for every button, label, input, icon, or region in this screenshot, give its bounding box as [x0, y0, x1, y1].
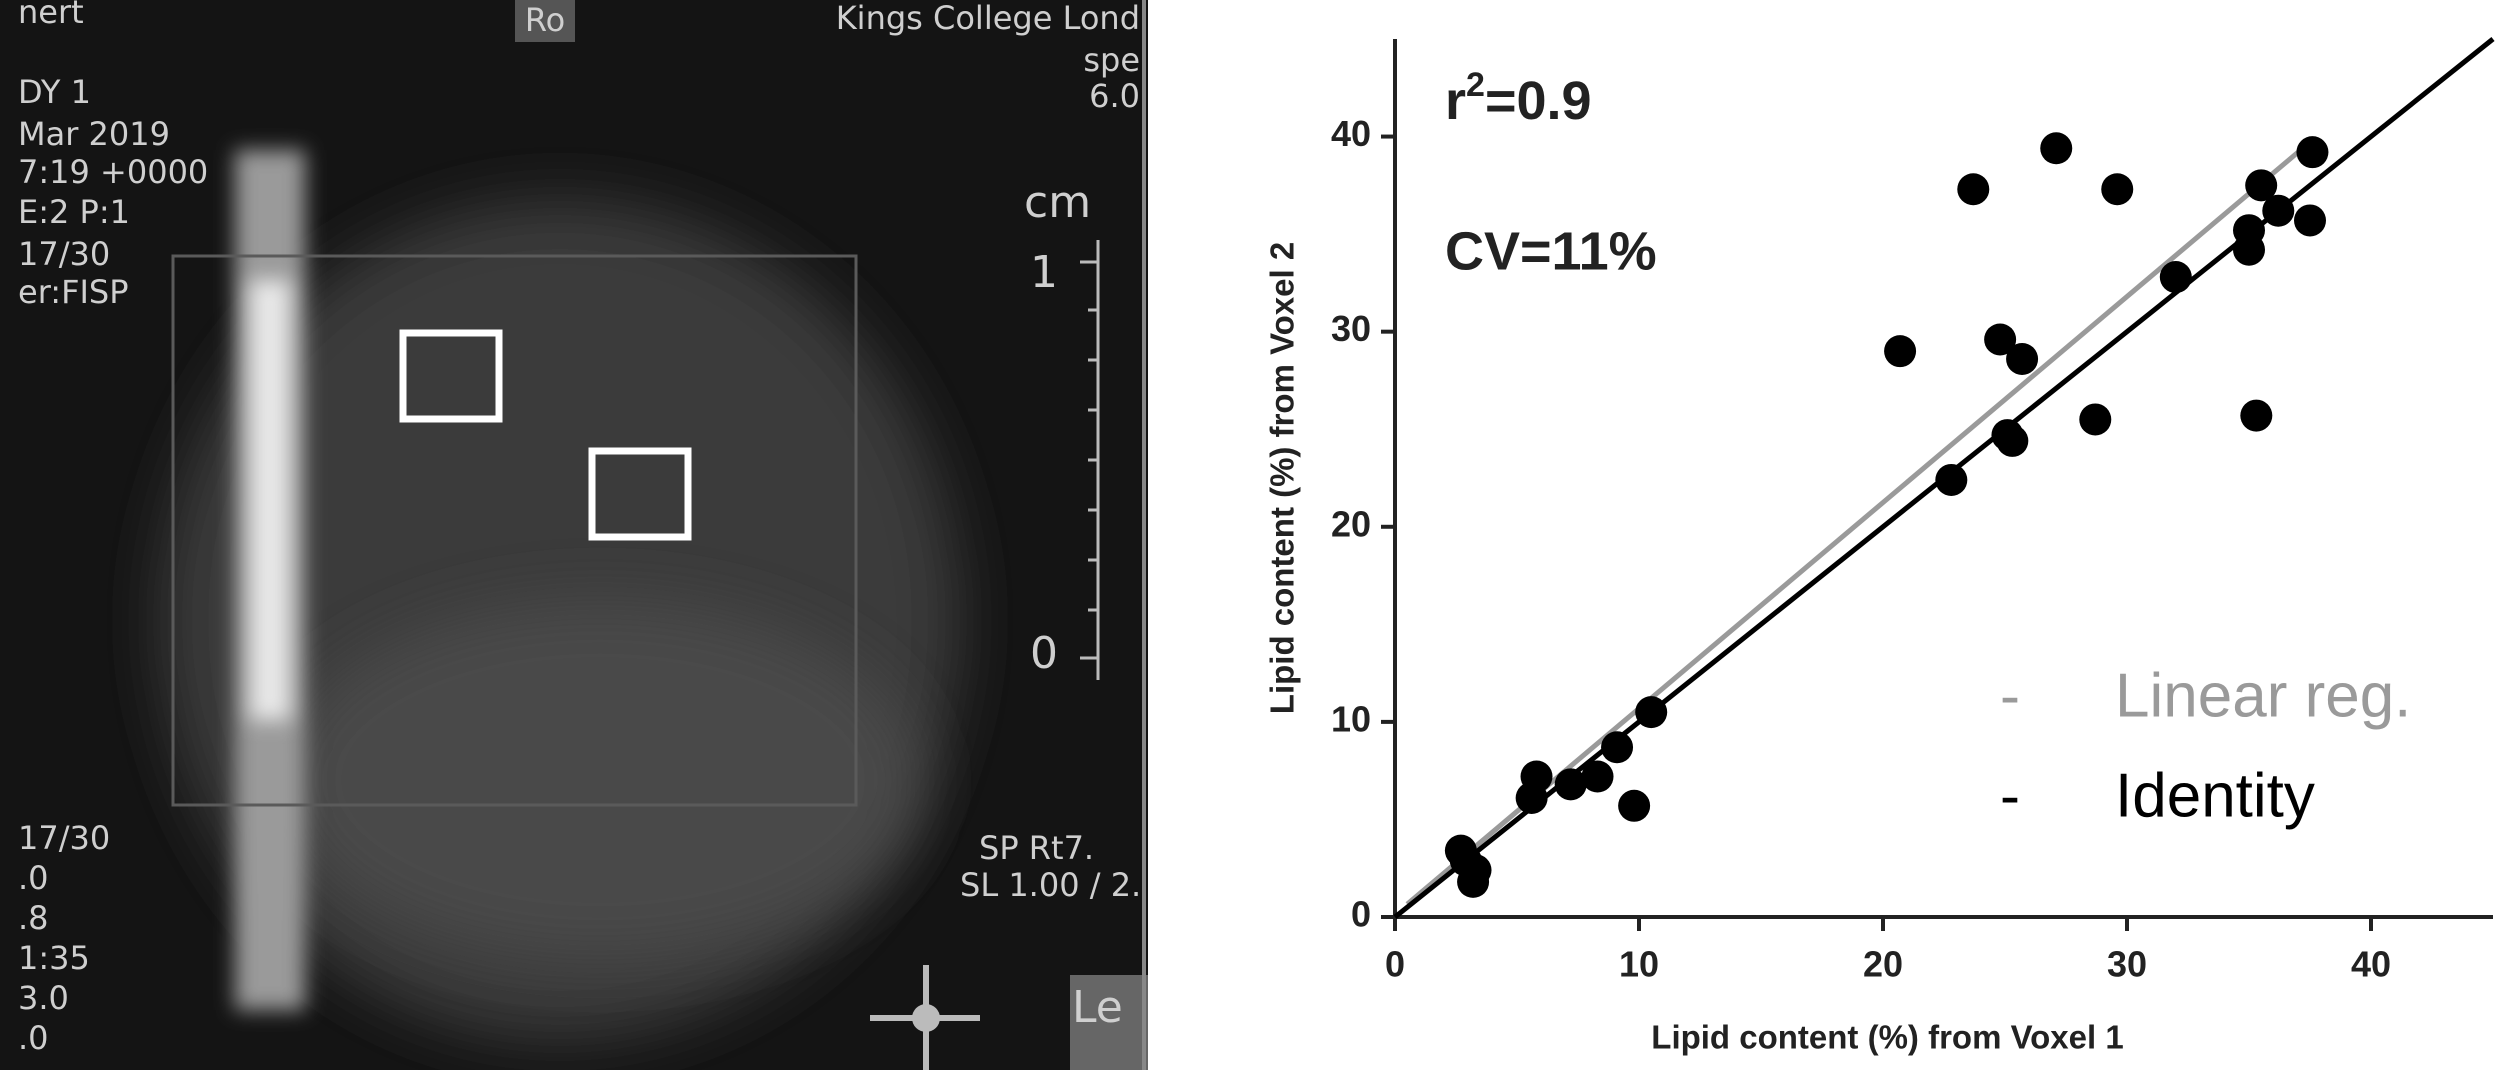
- overlay-text: Mar 2019: [18, 115, 170, 153]
- legend-label: Linear reg.: [2115, 661, 2411, 730]
- legend-marker: -: [2000, 762, 2020, 829]
- x-axis-label: Lipid content (%) from Voxel 1: [1651, 1019, 2123, 1056]
- r2-rest: =0.9: [1485, 71, 1592, 131]
- overlay-text: Ro: [525, 1, 565, 39]
- data-point: [2006, 342, 2039, 375]
- overlay-text: nert: [18, 0, 84, 31]
- data-point: [1935, 463, 1968, 496]
- data-point: [1457, 865, 1490, 898]
- r-squared-annotation: r2=0.9: [1445, 66, 1592, 131]
- data-point: [1996, 424, 2029, 457]
- overlay-text: 1:35: [18, 939, 90, 977]
- data-point: [2294, 204, 2326, 237]
- overlay-text: cm: [1024, 177, 1091, 228]
- data-point: [1554, 768, 1587, 801]
- y-tick-label: 40: [1331, 113, 1371, 154]
- overlay-text: Kings College Lond: [836, 0, 1140, 37]
- y-tick-label: 30: [1331, 308, 1371, 349]
- overlay-text: 17/30: [18, 819, 110, 857]
- legend-marker: -: [2000, 662, 2020, 729]
- data-point: [1581, 760, 1614, 793]
- overlay-text: 7:19 +0000: [18, 153, 208, 191]
- x-tick-label: 40: [2351, 944, 2391, 985]
- overlay-text: spe: [1083, 41, 1140, 79]
- y-tick-label: 10: [1331, 698, 1371, 739]
- x-tick-label: 0: [1385, 944, 1405, 985]
- data-point: [1957, 173, 1990, 206]
- data-point: [1884, 335, 1917, 368]
- data-point: [2040, 132, 2073, 165]
- overlay-text: SP Rt7.: [979, 829, 1094, 867]
- data-point: [2296, 136, 2329, 169]
- y-axis-label: Lipid content (%) from Voxel 2: [1264, 242, 1301, 714]
- overlay-text: .8: [18, 899, 49, 937]
- x-tick-label: 30: [2107, 944, 2147, 985]
- data-point: [2233, 233, 2265, 266]
- overlay-text: E:2 P:1: [18, 193, 130, 231]
- y-tick-label: 20: [1331, 503, 1371, 544]
- overlay-text: 0: [1030, 628, 1058, 679]
- scatter-plot: 0 10 20 30 40 0 10 20 30 40 Lipid content (%) from…: [1264, 37, 2495, 1056]
- data-point: [2079, 403, 2112, 436]
- r2-sup: 2: [1466, 66, 1485, 104]
- overlay-text: DY 1: [18, 73, 91, 111]
- data-point: [1520, 760, 1553, 793]
- overlay-text: 1: [1030, 247, 1058, 298]
- cv-annotation: CV=11%: [1445, 221, 1657, 281]
- overlay-text: .0: [18, 859, 49, 897]
- overlay-text: .0: [18, 1019, 49, 1057]
- mri-scan: [0, 0, 1148, 1070]
- data-point: [2262, 194, 2295, 227]
- overlay-text: Le: [1072, 982, 1123, 1033]
- overlay-text: SL 1.00 / 2.: [960, 866, 1141, 904]
- r2-base: r: [1445, 71, 1466, 131]
- data-point: [2101, 173, 2134, 206]
- x-tick-label: 20: [1863, 944, 1903, 985]
- data-point: [1635, 696, 1668, 729]
- overlay-text: er:FISP: [18, 273, 129, 311]
- data-point: [1601, 731, 1634, 764]
- y-tick-label: 0: [1351, 894, 1371, 935]
- x-tick-label: 10: [1619, 944, 1659, 985]
- data-point: [2245, 169, 2278, 202]
- data-point: [2159, 261, 2192, 294]
- legend-label: Identity: [2115, 761, 2315, 830]
- overlay-text: 6.0: [1089, 77, 1140, 115]
- data-point: [1984, 323, 2017, 356]
- data-point: [2240, 399, 2273, 432]
- overlay-text: 17/30: [18, 235, 110, 273]
- overlay-text: 3.0: [18, 979, 69, 1017]
- data-point: [1618, 789, 1651, 822]
